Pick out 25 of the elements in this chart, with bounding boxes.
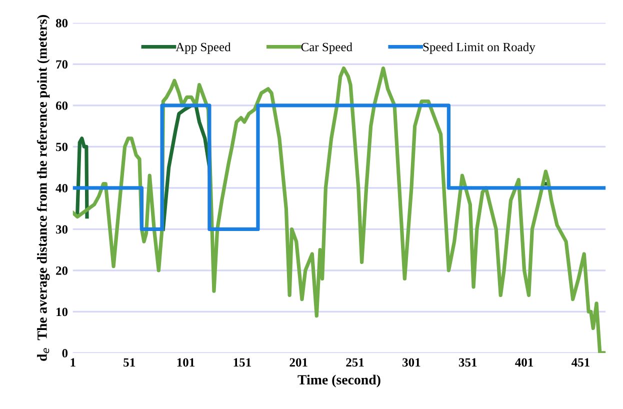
x-tick-label: 51 [124, 358, 135, 367]
y-tick-label: 70 [56, 60, 68, 69]
x-tick-label: 201 [290, 358, 308, 367]
y-tick-label: 30 [56, 225, 68, 234]
y-tick-label: 60 [56, 101, 68, 110]
x-tick-label: 301 [402, 358, 420, 367]
line-series [72, 66, 606, 353]
x-tick-label: 351 [458, 358, 477, 367]
x-tick-label: 101 [177, 358, 194, 367]
y-tick-label: 80 [56, 18, 68, 28]
legend-label: App Speed [176, 42, 231, 54]
y-tick-label: 40 [56, 184, 68, 192]
legend-label: Speed Limit on Roady [423, 42, 536, 54]
y-tick-label: 10 [56, 308, 68, 316]
x-tick-label: 401 [515, 358, 534, 367]
x-tick-label: 451 [572, 358, 590, 367]
legend-label: Car Speed [301, 42, 352, 54]
x-tick-label: 251 [346, 358, 364, 367]
x-tick-label: 151 [234, 358, 251, 367]
y-tick-label: 50 [56, 142, 68, 152]
x-tick-label: 1 [70, 358, 76, 366]
y-axis-title: d$_{e}$ The average distance from the reference point (meters) [36, 15, 50, 361]
y-tick-label: 20 [56, 266, 68, 275]
x-axis-title: Time (second) [298, 374, 380, 388]
y-tick-label: 0 [62, 348, 68, 358]
